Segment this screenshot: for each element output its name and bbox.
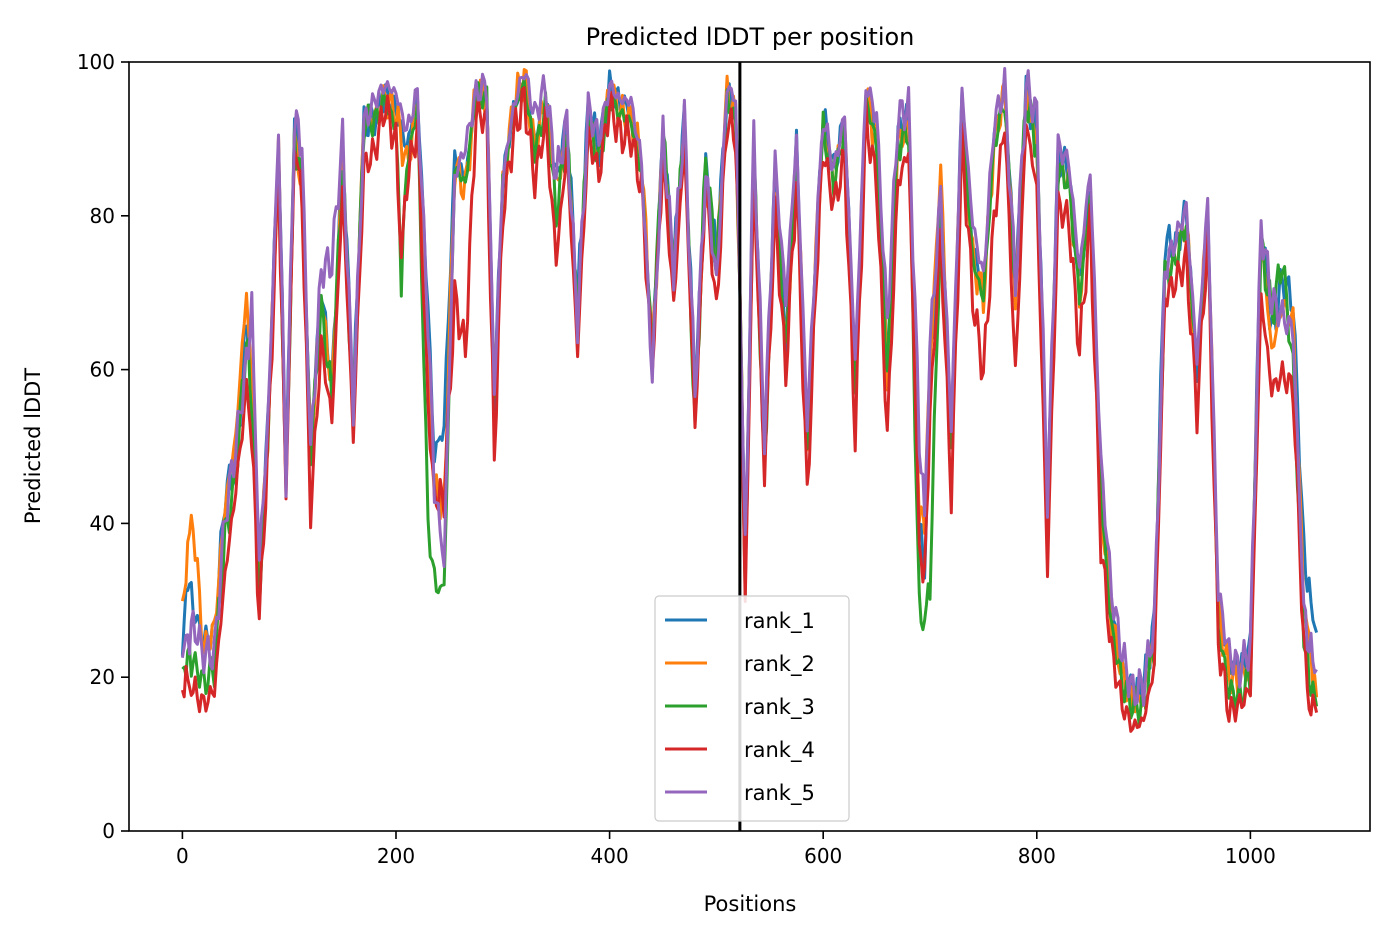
series-lines xyxy=(180,67,1319,733)
x-tick-label: 0 xyxy=(176,844,189,868)
y-tick-label: 40 xyxy=(90,511,115,535)
legend-label-rank_2: rank_2 xyxy=(744,652,815,677)
x-tick-label: 400 xyxy=(591,844,629,868)
legend: rank_1 rank_2 rank_3 rank_4 rank_5 xyxy=(654,595,850,822)
y-tick-label: 60 xyxy=(90,358,115,382)
y-tick-label: 80 xyxy=(90,204,115,228)
x-axis: 0 200 400 600 800 1000 xyxy=(176,831,1276,868)
chart-title: Predicted lDDT per position xyxy=(586,23,915,51)
y-tick-label: 20 xyxy=(90,665,115,689)
series-line-rank_4 xyxy=(180,86,1319,733)
legend-label-rank_3: rank_3 xyxy=(744,695,815,720)
legend-box xyxy=(654,595,850,822)
y-axis-label: Predicted lDDT xyxy=(21,368,45,524)
plot-area xyxy=(180,62,1319,831)
x-tick-label: 1000 xyxy=(1225,844,1276,868)
plot-frame xyxy=(128,61,1371,832)
x-tick-label: 200 xyxy=(377,844,415,868)
legend-label-rank_4: rank_4 xyxy=(744,738,815,763)
series-line-rank_5 xyxy=(180,67,1318,707)
x-axis-label: Positions xyxy=(704,892,797,916)
y-tick-label: 100 xyxy=(77,50,115,74)
legend-label-rank_5: rank_5 xyxy=(744,781,815,806)
x-tick-label: 800 xyxy=(1018,844,1056,868)
x-tick-label: 600 xyxy=(804,844,842,868)
legend-label-rank_1: rank_1 xyxy=(744,609,815,634)
y-tick-label: 0 xyxy=(102,819,115,843)
y-axis: 0 20 40 60 80 100 xyxy=(77,50,129,843)
